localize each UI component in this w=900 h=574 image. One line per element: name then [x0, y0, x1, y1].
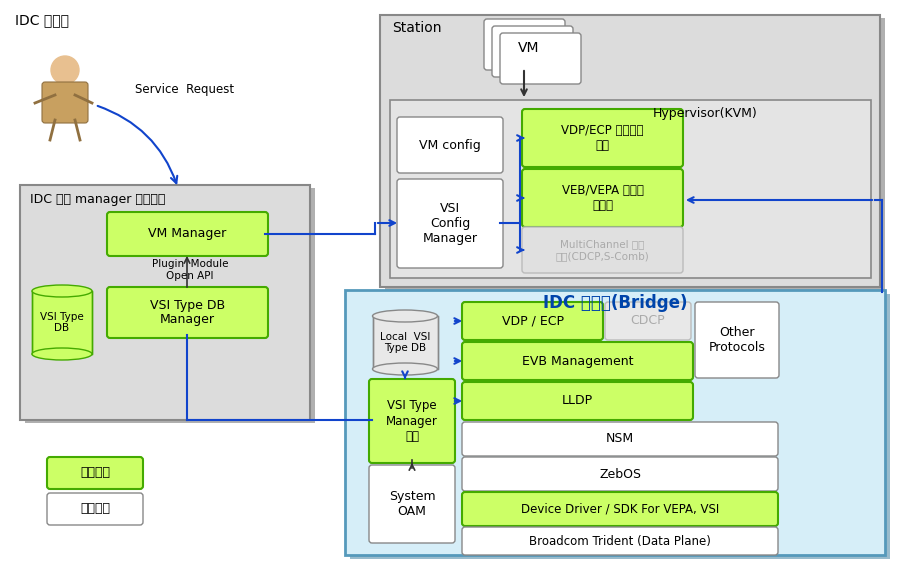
- Bar: [20, 185, 310, 420]
- Text: VEB/VEPA 시험지
원모듈: VEB/VEPA 시험지 원모듈: [562, 184, 644, 212]
- Bar: [345, 290, 885, 555]
- Text: Hypervisor(KVM): Hypervisor(KVM): [653, 107, 758, 119]
- Bar: [32, 291, 92, 354]
- FancyBboxPatch shape: [462, 527, 778, 555]
- Bar: [385, 18, 885, 290]
- Bar: [380, 15, 880, 287]
- Text: CDCP: CDCP: [631, 315, 665, 328]
- Bar: [390, 100, 871, 278]
- Text: IDC 관리자: IDC 관리자: [15, 13, 69, 27]
- Text: Other
Protocols: Other Protocols: [708, 326, 765, 354]
- Circle shape: [51, 56, 79, 84]
- Text: Device Driver / SDK For VEPA, VSI: Device Driver / SDK For VEPA, VSI: [521, 502, 719, 515]
- FancyBboxPatch shape: [484, 19, 565, 70]
- FancyBboxPatch shape: [462, 492, 778, 526]
- FancyBboxPatch shape: [695, 302, 779, 378]
- FancyBboxPatch shape: [462, 382, 693, 420]
- FancyBboxPatch shape: [605, 302, 691, 340]
- Text: System
OAM: System OAM: [389, 490, 436, 518]
- FancyBboxPatch shape: [462, 422, 778, 456]
- Text: VSI Type DB
Manager: VSI Type DB Manager: [150, 298, 225, 327]
- FancyBboxPatch shape: [492, 26, 573, 77]
- FancyArrowPatch shape: [97, 106, 177, 183]
- Text: MultiChannel 시험
모듈(CDCP,S-Comb): MultiChannel 시험 모듈(CDCP,S-Comb): [555, 239, 650, 261]
- FancyBboxPatch shape: [397, 179, 503, 268]
- FancyBboxPatch shape: [47, 457, 143, 489]
- FancyBboxPatch shape: [522, 227, 683, 273]
- Text: VM config: VM config: [419, 138, 481, 152]
- Text: Plugin  Module
Open API: Plugin Module Open API: [152, 259, 229, 281]
- Text: VDP/ECP 시험지원
모듈: VDP/ECP 시험지원 모듈: [562, 124, 644, 152]
- Text: IDC 통합 manager 시험환경: IDC 통합 manager 시험환경: [30, 193, 166, 207]
- FancyBboxPatch shape: [107, 287, 268, 338]
- Ellipse shape: [373, 363, 437, 375]
- Text: Station: Station: [392, 21, 442, 35]
- FancyBboxPatch shape: [47, 493, 143, 525]
- Text: IDC 스위치(Bridge): IDC 스위치(Bridge): [543, 294, 688, 312]
- FancyBboxPatch shape: [369, 465, 455, 543]
- FancyBboxPatch shape: [522, 169, 683, 227]
- Text: VDP / ECP: VDP / ECP: [501, 315, 563, 328]
- Bar: [350, 294, 890, 559]
- FancyBboxPatch shape: [462, 457, 778, 491]
- Bar: [373, 316, 437, 369]
- FancyBboxPatch shape: [462, 302, 603, 340]
- FancyBboxPatch shape: [369, 379, 455, 463]
- FancyBboxPatch shape: [397, 117, 503, 173]
- Text: LLDP: LLDP: [562, 394, 593, 408]
- FancyBboxPatch shape: [42, 82, 88, 123]
- Text: ZebOS: ZebOS: [599, 467, 641, 480]
- Text: 기존기술: 기존기술: [80, 502, 110, 515]
- Text: VM Manager: VM Manager: [148, 227, 227, 241]
- Text: VSI
Config
Manager: VSI Config Manager: [422, 202, 478, 245]
- Text: NSM: NSM: [606, 432, 634, 445]
- Bar: [394, 103, 875, 281]
- FancyBboxPatch shape: [500, 33, 581, 84]
- Text: VSI Type
Manager
연동: VSI Type Manager 연동: [386, 400, 438, 443]
- FancyBboxPatch shape: [107, 212, 268, 256]
- Ellipse shape: [32, 285, 92, 297]
- Text: Local  VSI
Type DB: Local VSI Type DB: [380, 332, 430, 354]
- Text: 개발영역: 개발영역: [80, 467, 110, 479]
- Text: Service  Request: Service Request: [135, 83, 235, 96]
- Text: VSI Type
DB: VSI Type DB: [40, 312, 84, 333]
- Ellipse shape: [32, 348, 92, 360]
- Bar: [25, 188, 315, 423]
- Ellipse shape: [373, 310, 437, 322]
- FancyBboxPatch shape: [462, 342, 693, 380]
- FancyBboxPatch shape: [522, 109, 683, 167]
- Text: VM: VM: [518, 41, 540, 55]
- Text: Broadcom Trident (Data Plane): Broadcom Trident (Data Plane): [529, 534, 711, 548]
- Text: EVB Management: EVB Management: [522, 355, 634, 367]
